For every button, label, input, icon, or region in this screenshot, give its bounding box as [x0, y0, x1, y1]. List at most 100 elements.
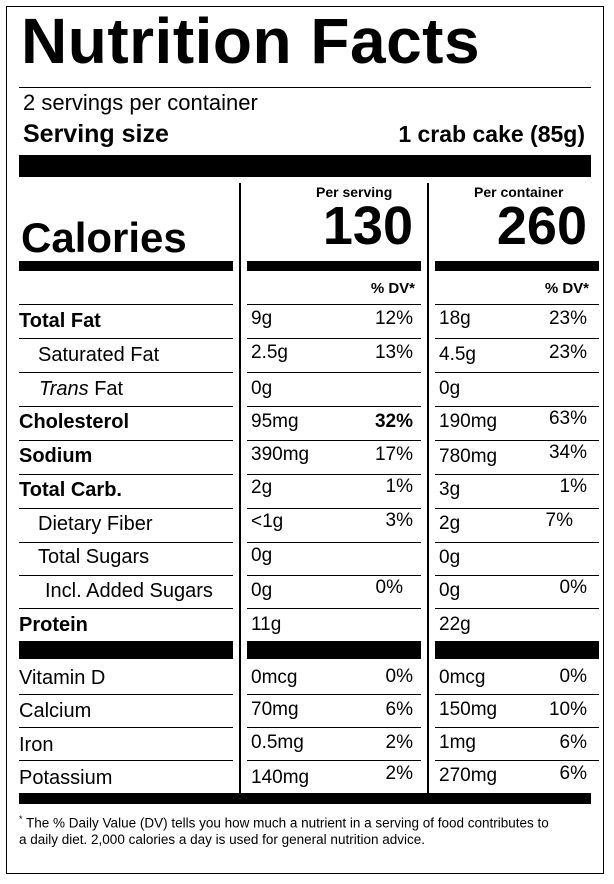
iron-serving-amount: 0.5mg [251, 732, 304, 753]
row-rule [435, 304, 599, 305]
row-rule [247, 474, 421, 475]
protein-container-amount: 22g [439, 614, 471, 635]
vitamin-name-potassium: Potassium [19, 767, 113, 789]
thick-divider-vitamins [435, 641, 599, 659]
servings-per-container: 2 servings per container [23, 90, 258, 115]
iron-container-amount: 1mg [439, 732, 476, 753]
nutrient-name-total-carb: Total Carb. [19, 479, 122, 501]
row-rule [19, 372, 233, 373]
nutrient-name-added-sugars: Incl. Added Sugars [45, 580, 213, 602]
added-sugars-serving-dv: 0% [375, 577, 403, 598]
row-rule [435, 727, 599, 728]
added-sugars-container-dv: 0% [559, 577, 587, 598]
trans-fat-serving-amount: 0g [251, 378, 273, 399]
total-carb-container-amount: 3g [439, 479, 461, 500]
calories-bar-name [19, 261, 233, 271]
nutrient-name-protein: Protein [19, 614, 88, 636]
row-rule [247, 508, 421, 509]
row-rule [435, 575, 599, 576]
row-rule [19, 542, 233, 543]
vitamin-d-serving-dv: 0% [385, 666, 413, 687]
dietary-fiber-container-amount: 2g [439, 513, 461, 534]
footnote: * The % Daily Value (DV) tells you how m… [19, 811, 559, 848]
saturated-fat-container-dv: 23% [548, 342, 587, 363]
column-divider-serving [239, 183, 241, 793]
dv-header-container: % DV* [544, 280, 589, 297]
row-rule [19, 727, 233, 728]
potassium-container-dv: 6% [559, 763, 587, 784]
sodium-container-dv: 34% [548, 442, 587, 463]
thick-divider-vitamins [19, 641, 233, 659]
row-rule [435, 406, 599, 407]
total-carb-container-dv: 1% [559, 476, 587, 497]
total-sugars-serving-amount: 0g [251, 545, 273, 566]
calories-bar-serving [247, 261, 421, 271]
row-rule [19, 760, 233, 761]
thick-divider-bottom [19, 793, 591, 804]
row-rule [19, 508, 233, 509]
iron-container-dv: 6% [559, 732, 587, 753]
nutrient-name-cholesterol: Cholesterol [19, 411, 130, 433]
calories-per-serving: 130 [322, 196, 413, 256]
trans-rest: Fat [88, 378, 124, 400]
row-rule [19, 338, 233, 339]
row-rule [435, 474, 599, 475]
row-rule [247, 542, 421, 543]
dietary-fiber-serving-amount: <1g [251, 511, 284, 532]
calories-per-container: 260 [496, 196, 587, 256]
sodium-container-amount: 780mg [439, 446, 498, 467]
per-serving-header: Per serving [316, 184, 393, 200]
row-rule [435, 760, 599, 761]
total-carb-serving-dv: 1% [385, 476, 413, 497]
row-rule [435, 508, 599, 509]
row-rule [247, 440, 421, 441]
nutrient-name-total-sugars: Total Sugars [38, 546, 150, 568]
nutrient-name-total-fat: Total Fat [19, 310, 101, 332]
sodium-serving-amount: 390mg [251, 444, 310, 465]
row-rule [435, 694, 599, 695]
row-rule [247, 304, 421, 305]
row-rule [247, 406, 421, 407]
total-carb-serving-amount: 2g [251, 477, 273, 498]
trans-italic: Trans [39, 378, 89, 400]
vitamin-name-vitamin-d: Vitamin D [19, 667, 106, 689]
sodium-serving-dv: 17% [374, 444, 413, 465]
nutrition-facts-label: Nutrition Facts 2 servings per container… [6, 6, 604, 874]
dietary-fiber-serving-dv: 3% [385, 510, 413, 531]
total-fat-container-dv: 23% [548, 308, 587, 329]
saturated-fat-serving-amount: 2.5g [251, 342, 288, 363]
dv-header-serving: % DV* [370, 280, 415, 297]
row-rule [19, 440, 233, 441]
trans-fat-container-amount: 0g [439, 378, 461, 399]
row-rule [435, 338, 599, 339]
vitamin-d-container-dv: 0% [559, 666, 587, 687]
serving-size-label: Serving size [23, 120, 169, 148]
row-rule [435, 372, 599, 373]
saturated-fat-container-amount: 4.5g [439, 344, 476, 365]
calcium-serving-amount: 70mg [251, 699, 299, 720]
added-sugars-container-amount: 0g [439, 580, 461, 601]
calories-label: Calories [21, 214, 187, 261]
calcium-container-dv: 10% [548, 699, 587, 720]
total-fat-container-amount: 18g [439, 308, 471, 329]
row-rule [19, 406, 233, 407]
dietary-fiber-container-dv: 7% [545, 510, 573, 531]
row-rule [247, 760, 421, 761]
saturated-fat-serving-dv: 13% [374, 342, 413, 363]
vitamin-d-serving-amount: 0mcg [251, 667, 298, 688]
potassium-container-amount: 270mg [439, 765, 498, 786]
thick-divider-top [19, 155, 591, 177]
added-sugars-serving-amount: 0g [251, 580, 273, 601]
row-rule [19, 694, 233, 695]
footnote-text: The % Daily Value (DV) tells you how muc… [19, 815, 549, 847]
nutrient-name-dietary-fiber: Dietary Fiber [38, 513, 153, 535]
vitamin-name-calcium: Calcium [19, 700, 92, 722]
cholesterol-serving-dv: 32% [374, 411, 413, 432]
row-rule [247, 608, 421, 609]
potassium-serving-dv: 2% [385, 763, 413, 784]
title-divider [19, 87, 591, 88]
cholesterol-container-dv: 63% [548, 408, 587, 429]
row-rule [247, 372, 421, 373]
row-rule [435, 440, 599, 441]
thick-divider-vitamins [247, 641, 421, 659]
